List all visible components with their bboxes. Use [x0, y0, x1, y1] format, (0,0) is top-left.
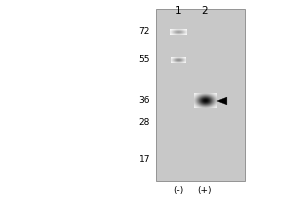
Text: 55: 55: [139, 55, 150, 64]
Text: (-): (-): [173, 186, 183, 195]
Text: 36: 36: [139, 96, 150, 105]
Text: 2: 2: [202, 6, 208, 16]
Bar: [156, 9, 245, 181]
Polygon shape: [217, 97, 227, 105]
Text: (+): (+): [198, 186, 212, 195]
Text: 28: 28: [139, 118, 150, 127]
Text: 1: 1: [175, 6, 181, 16]
Text: 17: 17: [139, 155, 150, 164]
Text: 72: 72: [139, 27, 150, 36]
